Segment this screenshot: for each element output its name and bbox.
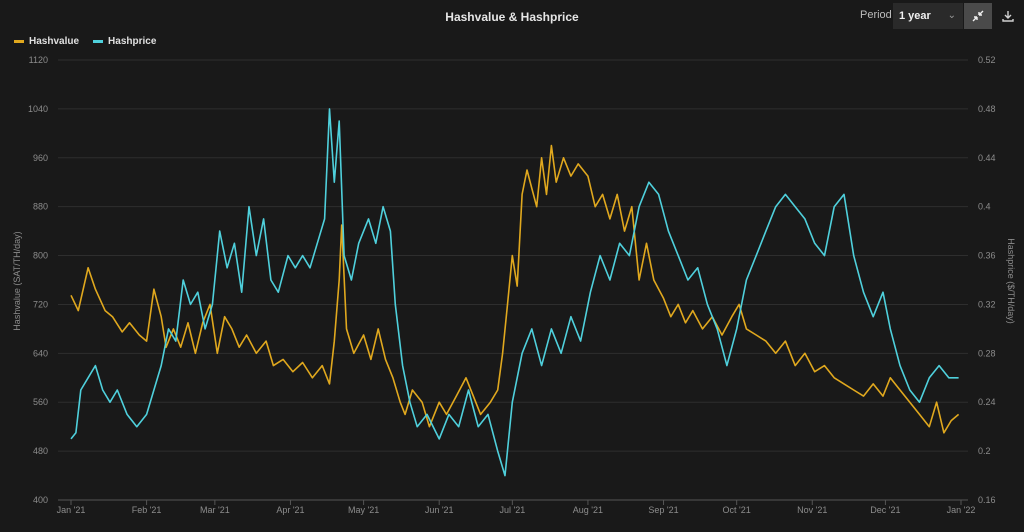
series-line-hashvalue bbox=[70, 144, 960, 434]
x-tick-label: Mar '21 bbox=[200, 505, 230, 515]
y-tick-right: 0.24 bbox=[978, 397, 996, 407]
x-tick-label: Sep '21 bbox=[648, 505, 678, 515]
y-tick-left: 720 bbox=[33, 299, 48, 309]
x-tick-label: Aug '21 bbox=[573, 505, 603, 515]
legend-item-hashvalue[interactable]: Hashvalue bbox=[14, 36, 79, 47]
legend-label-hashprice: Hashprice bbox=[108, 36, 157, 47]
y-tick-left: 1040 bbox=[28, 104, 48, 114]
x-tick-label: Nov '21 bbox=[797, 505, 827, 515]
gridlines bbox=[58, 59, 968, 501]
y-tick-right: 0.28 bbox=[978, 348, 996, 358]
x-tick-label: Jan '21 bbox=[57, 505, 86, 515]
legend-swatch-hashvalue bbox=[14, 40, 24, 43]
x-tick-label: Feb '21 bbox=[132, 505, 162, 515]
y-axis-right-label: Hashprice ($/TH/day) bbox=[1006, 238, 1016, 324]
y-tick-left: 800 bbox=[33, 251, 48, 261]
y-tick-left: 1120 bbox=[29, 55, 48, 65]
chart-title: Hashvalue & Hashprice bbox=[445, 10, 579, 24]
y-tick-left: 480 bbox=[33, 446, 48, 456]
y-tick-right: 0.32 bbox=[978, 299, 996, 309]
legend: Hashvalue Hashprice bbox=[14, 36, 156, 47]
period-select[interactable]: 1 year ⌄ bbox=[893, 3, 963, 29]
y-axis-left-label: Hashvalue (SAT/TH/day) bbox=[12, 231, 22, 330]
y-tick-right: 0.16 bbox=[978, 495, 996, 505]
x-tick-label: May '21 bbox=[348, 505, 379, 515]
download-button[interactable] bbox=[994, 3, 1022, 29]
collapse-button[interactable] bbox=[964, 3, 992, 29]
y-tick-left: 880 bbox=[33, 202, 48, 212]
x-tick-label: Jun '21 bbox=[425, 505, 454, 515]
y-tick-right: 0.52 bbox=[978, 55, 996, 65]
legend-swatch-hashprice bbox=[93, 40, 104, 43]
x-tick-label: Jan '22 bbox=[947, 505, 976, 515]
period-value: 1 year bbox=[899, 10, 931, 22]
legend-item-hashprice[interactable]: Hashprice bbox=[93, 36, 156, 47]
x-tick-label: Apr '21 bbox=[276, 505, 304, 515]
collapse-arrows-icon bbox=[972, 10, 984, 22]
chevron-down-icon: ⌄ bbox=[947, 10, 956, 21]
y-tick-left: 400 bbox=[33, 495, 48, 505]
x-tick-label: Oct '21 bbox=[723, 505, 751, 515]
y-tick-left: 560 bbox=[33, 397, 48, 407]
y-tick-right: 0.4 bbox=[978, 202, 991, 212]
series-lines bbox=[70, 108, 960, 477]
y-axis-left: 400 480 560 640 720 800 880 960 1040 1120 bbox=[28, 55, 48, 505]
period-label: Period bbox=[860, 9, 892, 21]
y-tick-left: 640 bbox=[33, 348, 48, 358]
y-axis-right: 0.16 0.2 0.24 0.28 0.32 0.36 0.4 0.44 0.48 0.52 bbox=[978, 55, 996, 505]
x-tick-label: Dec '21 bbox=[870, 505, 900, 515]
y-tick-left: 960 bbox=[33, 153, 48, 163]
download-icon bbox=[1002, 11, 1014, 22]
y-tick-right: 0.48 bbox=[978, 104, 996, 114]
y-tick-right: 0.2 bbox=[978, 446, 991, 456]
y-tick-right: 0.44 bbox=[978, 153, 996, 163]
x-axis: Jan '21 Feb '21 Mar '21 Apr '21 May '21 Jun '… bbox=[57, 499, 976, 515]
legend-label-hashvalue: Hashvalue bbox=[29, 36, 80, 47]
y-tick-right: 0.36 bbox=[978, 251, 996, 261]
series-line-hashprice bbox=[70, 108, 959, 477]
x-tick-label: Jul '21 bbox=[499, 505, 525, 515]
